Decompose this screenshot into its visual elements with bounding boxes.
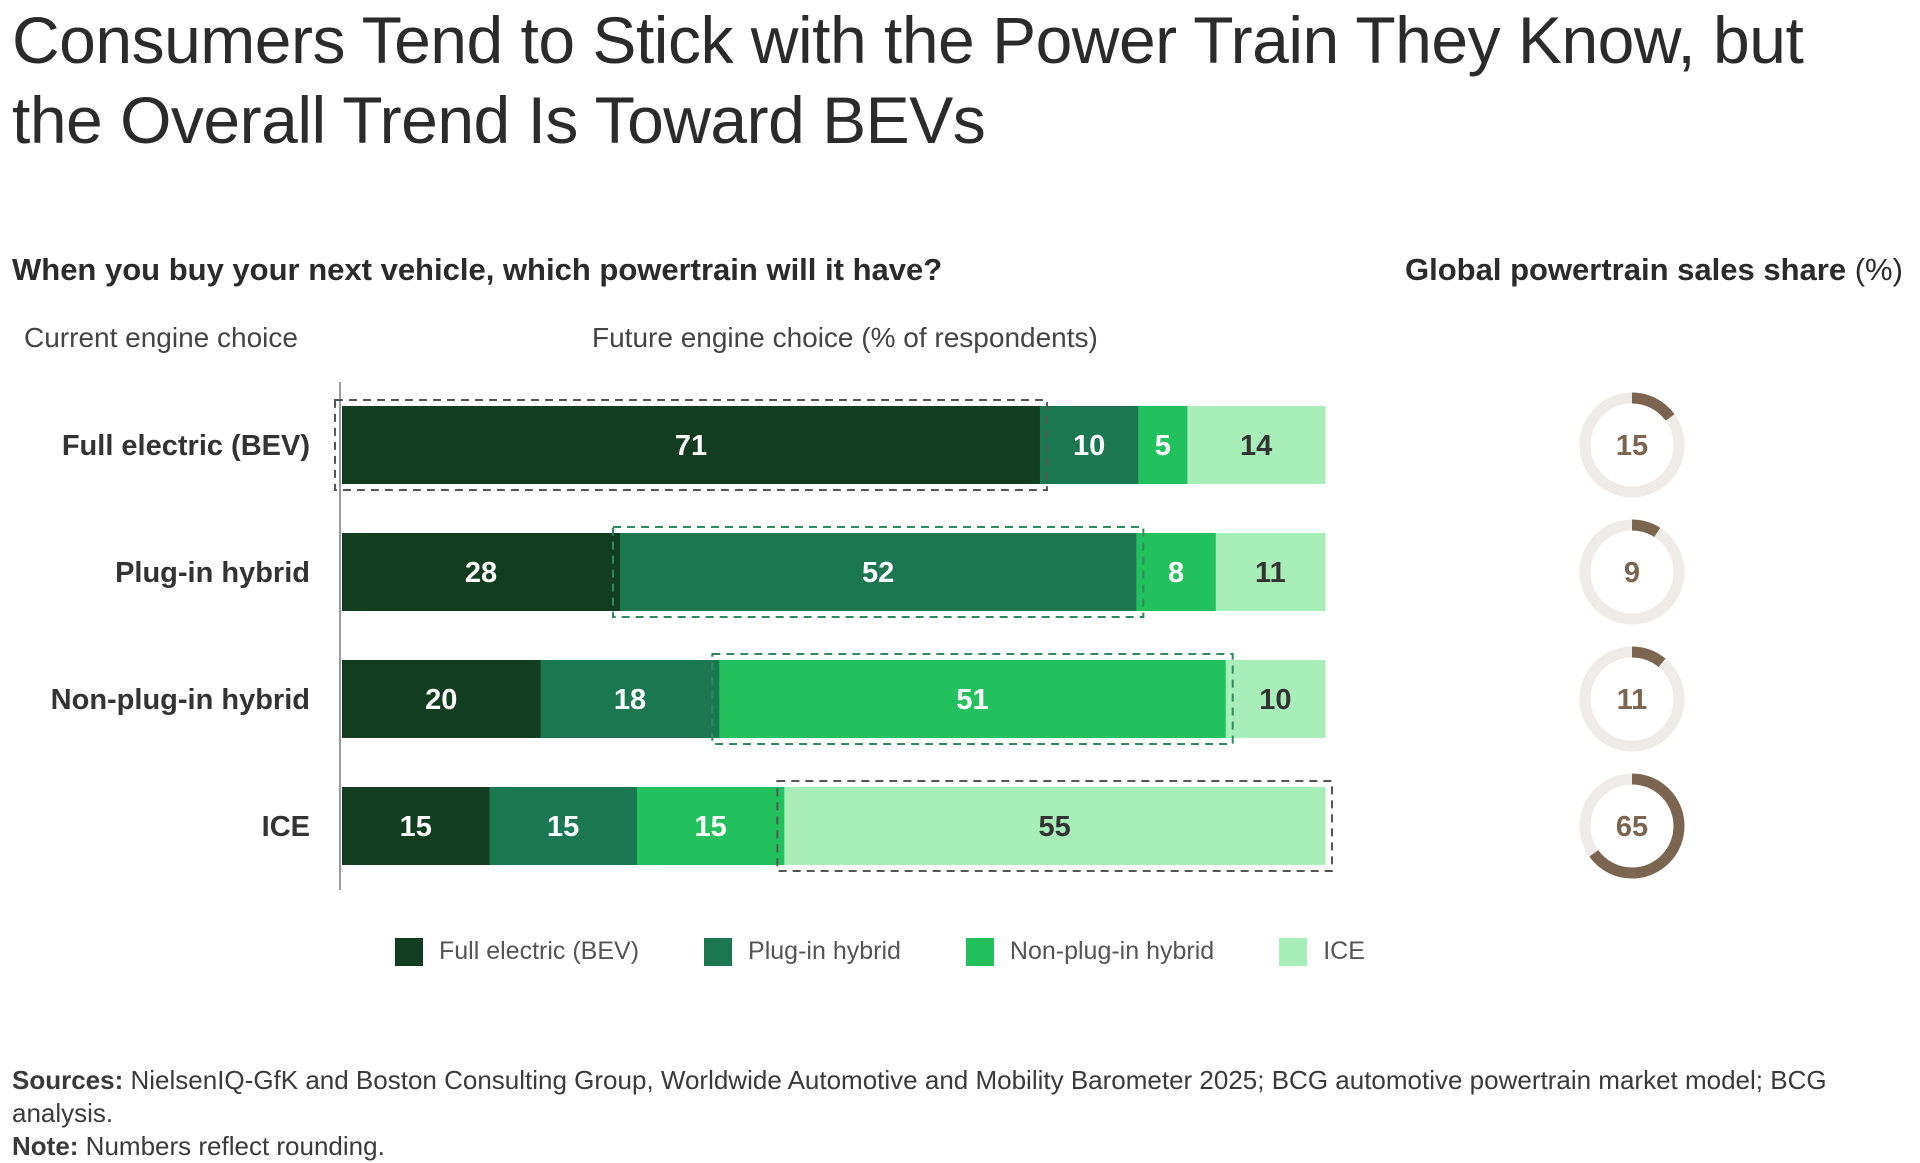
future-engine-label: Future engine choice (% of respondents) bbox=[592, 322, 1098, 353]
bar-segment-bev bbox=[342, 787, 490, 865]
donut-value-label: 11 bbox=[1617, 684, 1648, 716]
page-title: Consumers Tend to Stick with the Power T… bbox=[12, 3, 1804, 157]
legend-swatch bbox=[1279, 937, 1308, 966]
sources-label: Sources: bbox=[12, 1065, 124, 1095]
bar-segment-ice bbox=[1225, 660, 1326, 738]
bar-value-label: 10 bbox=[1259, 684, 1291, 716]
legend-item-phev: Plug-in hybrid bbox=[704, 937, 901, 966]
legend-swatch bbox=[704, 937, 733, 966]
donut-value-label: 15 bbox=[1616, 430, 1648, 462]
donut-arc bbox=[1579, 519, 1685, 625]
bar-value-label: 5 bbox=[1155, 430, 1171, 462]
highlight-outline bbox=[612, 526, 1145, 618]
bar-value-label: 55 bbox=[1039, 811, 1071, 843]
legend-label: Full electric (BEV) bbox=[439, 937, 640, 965]
bar-segment-hev bbox=[719, 660, 1227, 738]
bar-segment-ice bbox=[1215, 533, 1326, 611]
legend-label: ICE bbox=[1323, 937, 1365, 965]
legend-swatch bbox=[395, 937, 423, 966]
bar-value-label: 71 bbox=[675, 430, 707, 462]
donut-arc bbox=[1579, 646, 1685, 752]
bar-value-label: 18 bbox=[614, 684, 646, 716]
current-engine-label: Current engine choice bbox=[24, 322, 298, 353]
sources-text: NielsenIQ-GfK and Boston Consulting Grou… bbox=[12, 1065, 1827, 1128]
donut-value-label: 9 bbox=[1624, 557, 1640, 589]
bar-segment-bev bbox=[342, 660, 542, 738]
footer-notes: Sources: NielsenIQ-GfK and Boston Consul… bbox=[12, 1064, 1902, 1163]
highlight-outline bbox=[711, 653, 1234, 745]
bar-value-label: 20 bbox=[425, 684, 457, 716]
legend-item-ice: ICE bbox=[1279, 937, 1365, 966]
stacked-bar-chart: Full electric (BEV) 71 10 5 14 15 Plug-in hybr… bbox=[51, 382, 1685, 890]
bar-value-label: 15 bbox=[400, 811, 432, 843]
bar-segment-hev bbox=[1136, 533, 1217, 611]
donut-title-unit: (%) bbox=[1854, 252, 1903, 287]
legend-item-hev: Non-plug-in hybrid bbox=[965, 937, 1215, 966]
bar-value-label: 10 bbox=[1073, 430, 1105, 462]
donut-arc bbox=[1579, 392, 1685, 498]
bar-value-label: 11 bbox=[1255, 557, 1286, 589]
bar-value-label: 8 bbox=[1168, 557, 1184, 589]
bar-value-label: 51 bbox=[956, 684, 988, 716]
chart-question: When you buy your next vehicle, which po… bbox=[12, 252, 943, 287]
bar-value-label: 52 bbox=[862, 557, 894, 589]
bar-segment-ice bbox=[1187, 406, 1326, 484]
bar-segment-bev bbox=[342, 406, 1041, 484]
bar-segment-phev bbox=[620, 533, 1137, 611]
note-label: Note: bbox=[12, 1131, 79, 1161]
sources-line: Sources: NielsenIQ-GfK and Boston Consul… bbox=[12, 1064, 1902, 1130]
donut-arc bbox=[1579, 773, 1685, 879]
legend-label: Plug-in hybrid bbox=[748, 937, 901, 965]
donut-value-label: 65 bbox=[1616, 811, 1648, 843]
chart-legend: Full electric (BEV) Plug-in hybrid Non-plu… bbox=[395, 937, 1430, 966]
legend-swatch bbox=[965, 937, 994, 966]
bar-value-label: 15 bbox=[547, 811, 579, 843]
bar-segment-phev bbox=[540, 660, 720, 738]
bar-segment-bev bbox=[342, 533, 621, 611]
donut-section-title: Global powertrain sales share (%) bbox=[1405, 252, 1903, 288]
bar-segment-ice bbox=[784, 787, 1326, 865]
note-text: Numbers reflect rounding. bbox=[85, 1131, 385, 1161]
row-label: Full electric (BEV) bbox=[62, 430, 310, 462]
donut-title-text: Global powertrain sales share bbox=[1405, 252, 1847, 287]
row-label: Non-plug-in hybrid bbox=[51, 684, 310, 716]
highlight-outline bbox=[334, 399, 1048, 491]
legend-item-bev: Full electric (BEV) bbox=[395, 937, 639, 966]
row-label: Plug-in hybrid bbox=[115, 557, 310, 589]
bar-segment-hev bbox=[1138, 406, 1188, 484]
bar-value-label: 14 bbox=[1240, 430, 1272, 462]
note-line: Note: Numbers reflect rounding. bbox=[12, 1130, 1902, 1163]
row-label: ICE bbox=[262, 811, 310, 843]
bar-segment-hev bbox=[636, 787, 785, 865]
legend-label: Non-plug-in hybrid bbox=[1009, 937, 1215, 965]
bar-value-label: 15 bbox=[694, 811, 726, 843]
bar-value-label: 28 bbox=[465, 557, 497, 589]
bar-segment-phev bbox=[489, 787, 638, 865]
bar-segment-phev bbox=[1039, 406, 1139, 484]
